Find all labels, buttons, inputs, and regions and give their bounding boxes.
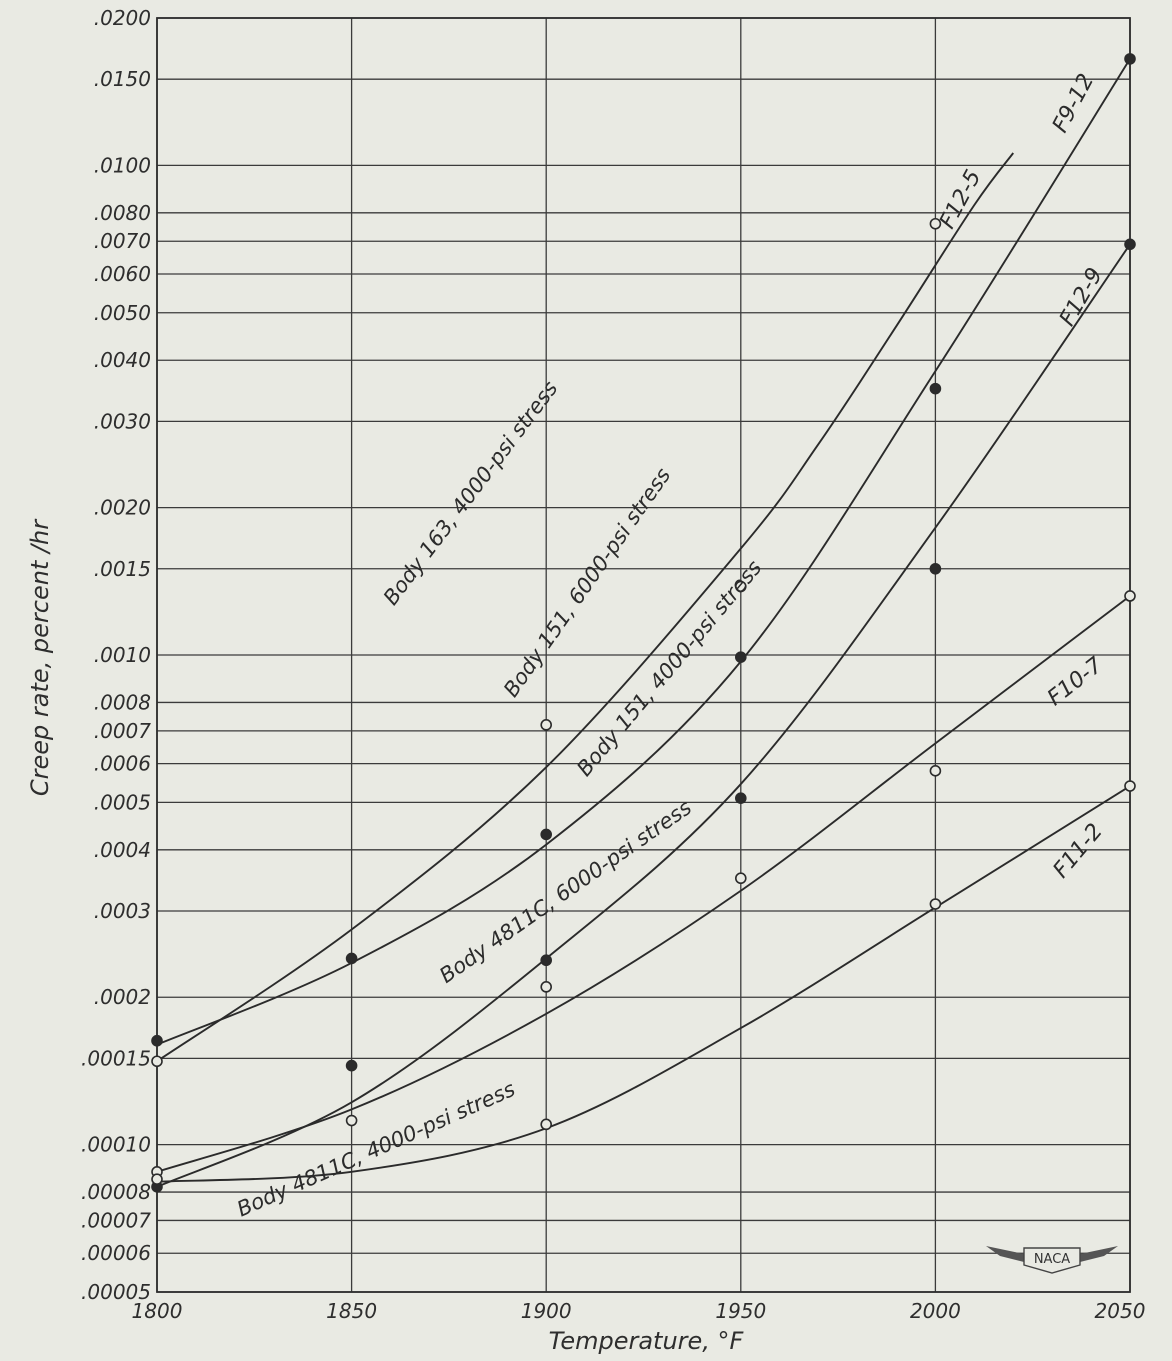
x-axis-title: Temperature, °F — [549, 1327, 745, 1355]
series-label: Body 4811C, 6000-psi stress — [435, 795, 696, 988]
y-tick-label: .0015 — [94, 557, 151, 581]
x-tick-label: 1900 — [521, 1299, 572, 1323]
series-label: Body 151, 6000-psi stress — [499, 464, 676, 702]
y-tick-label: .0070 — [94, 229, 151, 253]
data-point-open — [540, 719, 553, 731]
y-tick-label: .0003 — [94, 899, 151, 923]
x-tick-label: 2050 — [1095, 1299, 1146, 1323]
data-point-filled — [1124, 53, 1136, 65]
data-point-open — [734, 872, 747, 885]
plot-frame — [156, 17, 1131, 1293]
data-point-filled — [345, 1059, 358, 1072]
data-point-filled — [929, 562, 942, 575]
y-tick-label: .0050 — [94, 301, 151, 325]
naca-logo-text: NACA — [1034, 1252, 1070, 1267]
y-tick-label: .00006 — [81, 1241, 151, 1265]
data-point-open — [1124, 590, 1136, 602]
grid — [156, 17, 1131, 1293]
x-tick-label: 1850 — [326, 1299, 377, 1323]
series-label: Body 151, 4000-psi stress — [572, 556, 766, 781]
y-tick-label: .0020 — [94, 496, 151, 520]
y-tick-label: .0060 — [94, 262, 151, 286]
data-point-open — [151, 1055, 163, 1068]
series-curves — [156, 58, 1131, 1188]
x-tick-label: 1800 — [132, 1299, 183, 1323]
x-tick-label: 1950 — [715, 1299, 766, 1323]
tick-labels: .0200 .0150 .0100 .0080 .0070 .0060 .0050 .0040… — [81, 6, 1145, 1323]
data-point-open — [540, 1118, 553, 1131]
series-line — [156, 243, 1131, 1188]
data-point-open — [929, 217, 942, 230]
y-tick-label: .0040 — [94, 348, 151, 372]
data-point-filled — [734, 651, 747, 663]
data-point-open — [151, 1173, 163, 1185]
series-line — [156, 785, 1131, 1183]
naca-logo: NACA — [986, 1246, 1118, 1274]
y-tick-label: .0100 — [94, 153, 151, 177]
y-tick-label: .00008 — [81, 1180, 151, 1204]
specimen-label: F9-12 — [1048, 70, 1099, 137]
series-line — [156, 58, 1131, 1046]
data-point-filled — [151, 1034, 163, 1047]
data-point-filled — [540, 828, 553, 841]
data-point-open — [345, 1114, 358, 1127]
series-line — [156, 152, 1015, 1063]
data-point-filled — [345, 952, 358, 965]
data-point-open — [929, 898, 942, 910]
data-point-open — [540, 981, 553, 993]
y-tick-label: .00015 — [81, 1046, 151, 1070]
series-label: Body 163, 4000-psi stress — [379, 377, 563, 610]
data-point-filled — [1124, 238, 1136, 251]
y-tick-label: .0006 — [94, 752, 151, 776]
y-tick-label: .0010 — [94, 643, 151, 667]
y-tick-label: .00005 — [81, 1280, 151, 1304]
series-line — [156, 595, 1131, 1173]
y-tick-label: .0005 — [94, 790, 151, 814]
y-tick-label: .0004 — [94, 838, 151, 862]
y-tick-label: .0002 — [94, 985, 151, 1009]
y-tick-label: .0007 — [94, 719, 152, 743]
y-tick-label: .0150 — [94, 67, 151, 91]
data-point-filled — [929, 382, 942, 395]
y-tick-label: .0030 — [94, 409, 151, 433]
specimen-label: F11-2 — [1049, 819, 1108, 883]
data-point-open — [929, 765, 942, 777]
x-tick-label: 2000 — [910, 1299, 961, 1323]
data-point-open — [1124, 780, 1136, 792]
y-axis-title: Creep rate, percent /hr — [26, 518, 54, 796]
data-points — [151, 53, 1136, 1193]
y-tick-label: .00007 — [81, 1208, 151, 1232]
data-point-filled — [540, 954, 553, 967]
y-tick-label: .0200 — [94, 6, 151, 30]
y-tick-label: .0080 — [94, 201, 151, 225]
y-tick-label: .0008 — [94, 690, 151, 714]
data-point-filled — [734, 792, 747, 804]
data-point-open — [734, 580, 747, 593]
y-tick-label: .00010 — [81, 1133, 151, 1157]
